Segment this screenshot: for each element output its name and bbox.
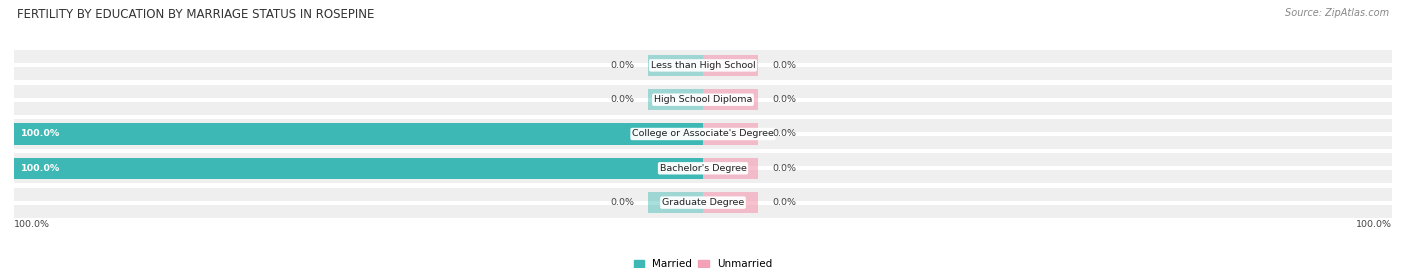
Text: 0.0%: 0.0% bbox=[610, 198, 634, 207]
Text: 100.0%: 100.0% bbox=[1355, 221, 1392, 229]
Bar bbox=[703, 192, 758, 213]
Bar bbox=[14, 63, 1392, 68]
Bar bbox=[14, 200, 1392, 205]
Bar bbox=[703, 123, 758, 145]
Text: 0.0%: 0.0% bbox=[772, 129, 796, 139]
Text: Less than High School: Less than High School bbox=[651, 61, 755, 70]
Text: Source: ZipAtlas.com: Source: ZipAtlas.com bbox=[1285, 8, 1389, 18]
Text: 100.0%: 100.0% bbox=[21, 129, 60, 139]
Text: 0.0%: 0.0% bbox=[772, 95, 796, 104]
Text: 100.0%: 100.0% bbox=[14, 221, 51, 229]
Bar bbox=[14, 188, 1392, 218]
Text: Graduate Degree: Graduate Degree bbox=[662, 198, 744, 207]
Text: 0.0%: 0.0% bbox=[772, 61, 796, 70]
Text: 0.0%: 0.0% bbox=[610, 95, 634, 104]
Text: FERTILITY BY EDUCATION BY MARRIAGE STATUS IN ROSEPINE: FERTILITY BY EDUCATION BY MARRIAGE STATU… bbox=[17, 8, 374, 21]
Text: 100.0%: 100.0% bbox=[21, 164, 60, 173]
Bar bbox=[14, 123, 703, 145]
Bar bbox=[648, 192, 703, 213]
Text: College or Associate's Degree: College or Associate's Degree bbox=[633, 129, 773, 139]
Text: High School Diploma: High School Diploma bbox=[654, 95, 752, 104]
Text: 0.0%: 0.0% bbox=[610, 61, 634, 70]
Bar bbox=[14, 98, 1392, 102]
Bar bbox=[14, 85, 1392, 115]
Bar bbox=[703, 55, 758, 76]
Bar bbox=[648, 55, 703, 76]
Bar bbox=[703, 89, 758, 110]
Bar bbox=[648, 89, 703, 110]
Legend: Married, Unmarried: Married, Unmarried bbox=[634, 259, 772, 268]
Bar bbox=[14, 158, 703, 179]
Text: 0.0%: 0.0% bbox=[772, 198, 796, 207]
Bar bbox=[14, 50, 1392, 80]
Bar bbox=[14, 132, 1392, 136]
Text: 0.0%: 0.0% bbox=[772, 164, 796, 173]
Bar bbox=[703, 158, 758, 179]
Bar bbox=[14, 166, 1392, 170]
Bar bbox=[14, 153, 1392, 183]
Bar bbox=[14, 119, 1392, 149]
Text: Bachelor's Degree: Bachelor's Degree bbox=[659, 164, 747, 173]
